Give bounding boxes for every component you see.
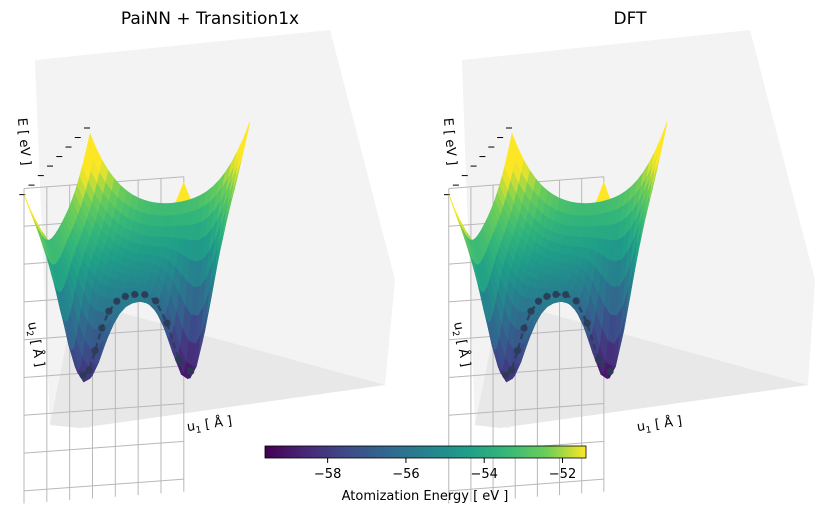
panel-painn: PaiNN + Transition1x u1 [ Å ] u2 [ Å ] E…: [14, 9, 395, 504]
energy-surface: [448, 121, 668, 383]
reaction-path-point: [152, 297, 160, 305]
y-axis-label: u2 [ Å ]: [448, 321, 474, 369]
panel-dft: DFT u1 [ Å ] u2 [ Å ] E [ eV ]: [440, 9, 815, 504]
reaction-path-point: [121, 292, 129, 300]
reaction-path-point: [520, 324, 528, 332]
axis-ticks: [19, 127, 90, 196]
z-axis-label: E [ eV ]: [440, 117, 459, 166]
reaction-path-point: [141, 291, 149, 299]
energy-surface: [23, 121, 251, 383]
colorbar-tick-label: −56: [392, 467, 419, 482]
reaction-path-point: [163, 319, 171, 327]
reaction-path-point: [131, 290, 139, 298]
reaction-path: [79, 290, 195, 379]
reaction-path-point: [606, 367, 614, 376]
reaction-path-point: [85, 366, 93, 374]
axis-ticks: [444, 127, 512, 196]
reaction-path-point: [105, 307, 113, 315]
reaction-path-point: [534, 297, 543, 305]
surface-patch: [240, 121, 251, 151]
colorbar-label: Atomization Energy [ eV ]: [342, 489, 509, 504]
colorbar-tick-label: −54: [471, 467, 498, 482]
x-axis-label: u1 [ Å ]: [636, 413, 683, 437]
reaction-path-point: [79, 371, 87, 379]
reaction-path-point: [543, 292, 551, 300]
reaction-path-point: [572, 297, 580, 305]
reaction-path-point: [552, 290, 560, 298]
reaction-path-point: [583, 319, 591, 327]
reaction-path: [502, 290, 614, 379]
reaction-path-point: [562, 291, 570, 299]
panel-title: PaiNN + Transition1x: [121, 9, 299, 29]
x-axis-label: u1 [ Å ]: [186, 413, 233, 437]
reaction-path-point: [502, 371, 510, 379]
reaction-path-point: [594, 356, 603, 364]
colorbar-tick-label: −58: [314, 467, 341, 482]
reaction-path-point: [91, 346, 99, 355]
colorbar: −58 −56 −54 −52 Atomization Energy [ eV ]: [264, 445, 587, 504]
colorbar-ticks: −58 −56 −54 −52: [314, 458, 576, 482]
z-axis-label: E [ eV ]: [14, 117, 33, 166]
reaction-path-point: [527, 307, 535, 315]
reaction-path-point: [175, 356, 183, 364]
colorbar-gradient: [264, 445, 587, 459]
y-axis-label: u2 [ Å ]: [22, 321, 48, 369]
panel-title: DFT: [614, 9, 648, 29]
colorbar-tick-label: −52: [549, 467, 576, 482]
reaction-path-point: [113, 297, 121, 305]
floor-pane: [475, 300, 808, 428]
reaction-path-point: [98, 324, 106, 332]
surface-patch: [658, 121, 668, 151]
reaction-path-point: [187, 367, 195, 376]
reaction-path-point: [514, 346, 522, 355]
reaction-path-point: [508, 366, 516, 374]
